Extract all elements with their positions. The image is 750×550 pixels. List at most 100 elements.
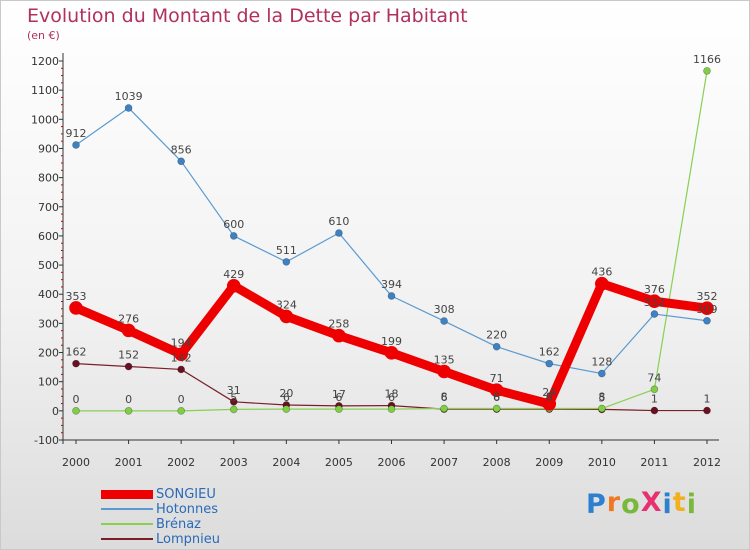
x-tick-label: 2007: [430, 456, 458, 469]
x-tick-label: 2002: [167, 456, 195, 469]
data-label-songieu: 429: [223, 268, 244, 281]
legend-label-hotonnes: Hotonnes: [156, 502, 219, 517]
data-label-songieu: 71: [490, 372, 504, 385]
data-label-songieu: 194: [171, 336, 192, 349]
data-label-lompnieu: 17: [332, 388, 346, 401]
data-point-br-naz: [598, 404, 606, 413]
data-label-songieu: 324: [276, 298, 297, 311]
data-point-hotonnes: [545, 359, 554, 368]
data-point-br-naz: [177, 407, 185, 415]
data-label-br-naz: 74: [647, 371, 661, 384]
logo-letter: i: [686, 489, 697, 520]
data-label-songieu: 376: [644, 283, 665, 296]
data-point-songieu: [489, 383, 504, 397]
data-point-lompnieu: [177, 365, 185, 374]
data-label-lompnieu: 142: [171, 351, 192, 364]
data-point-songieu: [69, 301, 83, 315]
legend-item-songieu: SONGIEU: [101, 487, 361, 502]
data-label-br-naz: 0: [73, 393, 80, 406]
data-point-songieu: [595, 276, 609, 291]
data-point-br-naz: [282, 405, 291, 413]
data-label-br-naz: 1166: [693, 53, 721, 66]
data-label-lompnieu: 1: [704, 393, 711, 406]
data-label-lompnieu: 162: [66, 346, 87, 359]
y-tick-label: 0: [52, 405, 59, 418]
y-tick-label: 200: [38, 347, 59, 360]
data-point-hotonnes: [492, 342, 501, 351]
data-label-songieu: 24: [542, 386, 556, 399]
data-point-hotonnes: [124, 104, 133, 112]
data-label-songieu: 199: [381, 335, 402, 348]
logo-letter: X: [640, 487, 663, 518]
data-point-songieu: [174, 347, 188, 362]
data-label-br-naz: 6: [388, 391, 395, 404]
data-point-lompnieu: [703, 406, 711, 415]
legend-swatch-br-naz: [101, 523, 153, 525]
legend-swatch-songieu: [101, 489, 153, 499]
data-label-hotonnes: 308: [434, 303, 455, 316]
x-tick-label: 2003: [220, 456, 248, 469]
data-point-hotonnes: [440, 317, 448, 325]
x-tick-label: 2008: [483, 456, 511, 469]
data-point-hotonnes: [282, 258, 291, 266]
legend-label-songieu: SONGIEU: [156, 487, 216, 502]
legend-label-lompnieu: Lompnieu: [156, 532, 220, 547]
data-point-hotonnes: [650, 310, 659, 318]
y-tick-label: 100: [38, 376, 59, 389]
x-tick-label: 2009: [535, 456, 563, 469]
data-label-hotonnes: 856: [171, 143, 192, 156]
data-label-lompnieu: 1: [651, 393, 658, 406]
data-label-br-naz: 8: [546, 391, 553, 404]
x-tick-label: 2010: [588, 456, 616, 469]
data-label-hotonnes: 1039: [115, 90, 143, 103]
y-tick-label: 400: [38, 288, 59, 301]
data-point-songieu: [332, 328, 346, 343]
data-point-songieu: [121, 323, 136, 338]
legend-item-hotonnes: Hotonnes: [101, 502, 361, 517]
logo-letter: r: [606, 487, 622, 518]
data-point-br-naz: [650, 385, 659, 394]
data-point-br-naz: [72, 407, 80, 415]
data-point-hotonnes: [703, 316, 711, 325]
logo-letter: o: [621, 489, 641, 520]
data-point-br-naz: [229, 405, 238, 414]
data-point-br-naz: [335, 405, 343, 413]
data-point-br-naz: [492, 404, 501, 413]
data-label-songieu: 353: [66, 290, 87, 303]
data-point-br-naz: [703, 67, 711, 75]
chart-subtitle: (en €): [27, 29, 60, 42]
data-label-hotonnes: 332: [644, 296, 665, 309]
data-label-lompnieu: 152: [118, 349, 139, 362]
legend-swatch-hotonnes: [101, 508, 153, 510]
x-tick-label: 2005: [325, 456, 353, 469]
legend-swatch-lompnieu: [101, 538, 153, 540]
legend-item-lompnieu: Lompnieu: [101, 532, 361, 547]
x-tick-label: 2000: [62, 456, 90, 469]
y-tick-label: 900: [38, 142, 59, 155]
proxiti-logo: ProXiti: [586, 487, 697, 520]
data-point-hotonnes: [177, 157, 185, 166]
data-label-lompnieu: 5: [598, 391, 605, 404]
data-label-hotonnes: 394: [381, 278, 402, 291]
data-point-songieu: [384, 346, 399, 360]
logo-letter: i: [662, 489, 673, 520]
data-point-br-naz: [387, 405, 396, 413]
data-point-songieu: [226, 278, 241, 293]
data-label-lompnieu: 6: [546, 391, 553, 404]
data-point-hotonnes: [598, 369, 606, 378]
data-label-lompnieu: 20: [279, 387, 293, 400]
data-label-lompnieu: 31: [227, 384, 241, 397]
chart-title: Evolution du Montant de la Dette par Hab…: [27, 5, 468, 27]
y-tick-label: 700: [38, 201, 59, 214]
data-point-lompnieu: [124, 362, 133, 371]
data-label-songieu: 258: [328, 318, 349, 331]
data-point-hotonnes: [387, 292, 396, 300]
data-label-br-naz: 8: [598, 391, 605, 404]
data-label-hotonnes: 912: [66, 127, 87, 140]
data-label-hotonnes: 162: [539, 346, 560, 359]
data-label-songieu: 352: [697, 290, 718, 303]
x-tick-label: 2011: [640, 456, 668, 469]
data-point-br-naz: [440, 404, 448, 413]
data-label-br-naz: 8: [493, 391, 500, 404]
